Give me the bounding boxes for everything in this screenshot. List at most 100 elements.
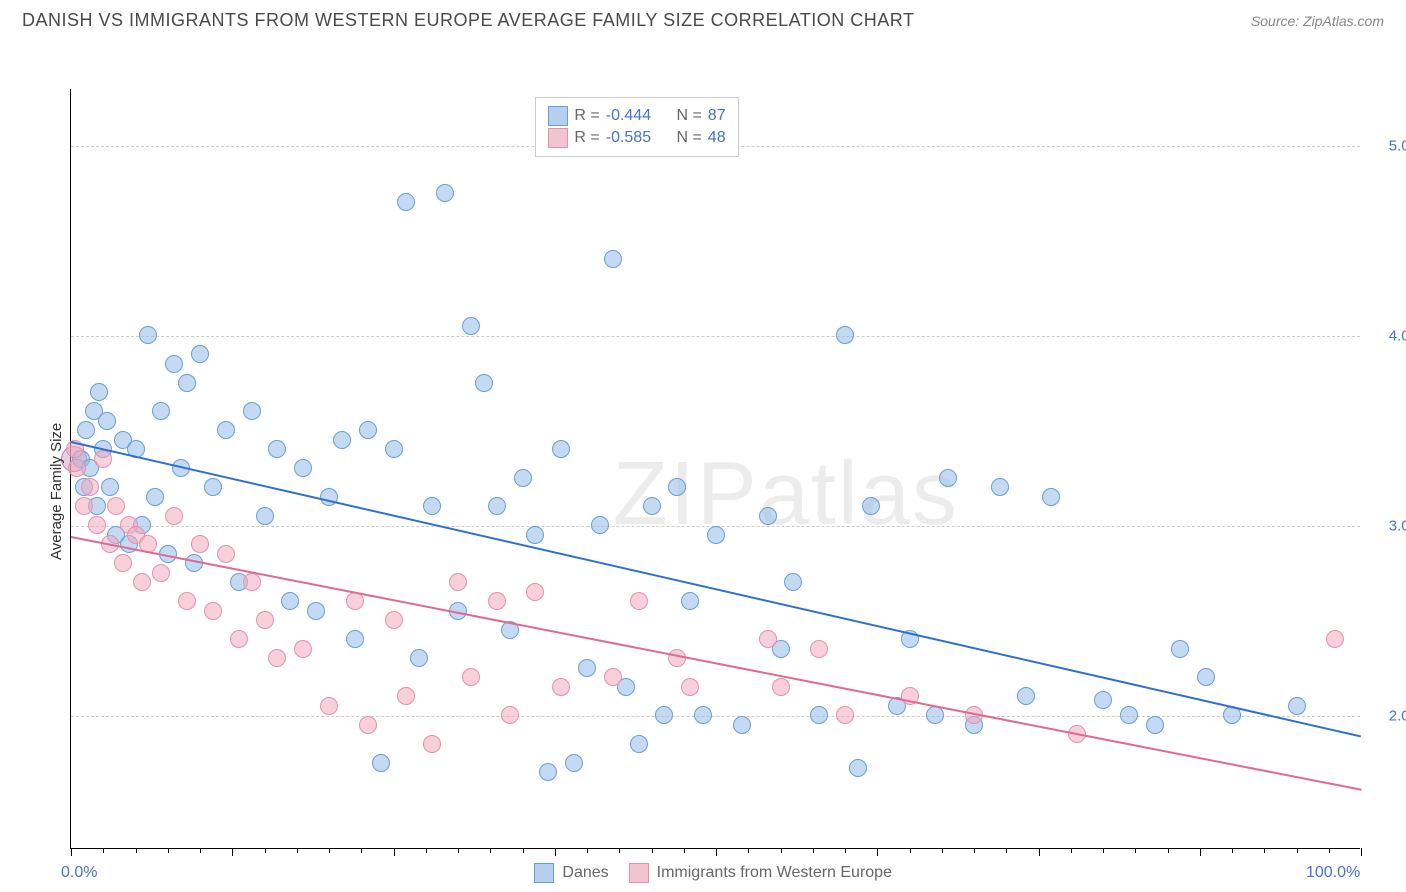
scatter-point xyxy=(1017,687,1035,705)
chart-title: DANISH VS IMMIGRANTS FROM WESTERN EUROPE… xyxy=(22,10,914,31)
y-axis-title: Average Family Size xyxy=(48,423,65,560)
scatter-point xyxy=(630,592,648,610)
scatter-point xyxy=(759,507,777,525)
scatter-point xyxy=(98,412,116,430)
scatter-point xyxy=(733,716,751,734)
x-tick xyxy=(329,848,330,853)
scatter-point xyxy=(759,630,777,648)
x-tick xyxy=(1297,848,1298,853)
scatter-point xyxy=(191,535,209,553)
scatter-point xyxy=(88,516,106,534)
r-value: -0.444 xyxy=(606,107,651,125)
legend-label: Danes xyxy=(562,864,608,882)
n-value: 48 xyxy=(708,129,726,147)
scatter-point xyxy=(488,592,506,610)
scatter-point xyxy=(462,317,480,335)
x-tick xyxy=(974,848,975,853)
scatter-point xyxy=(1042,488,1060,506)
r-value: -0.585 xyxy=(606,129,651,147)
scatter-point xyxy=(139,326,157,344)
scatter-point xyxy=(694,706,712,724)
scatter-point xyxy=(501,706,519,724)
trend-line xyxy=(71,536,1361,791)
x-tick xyxy=(619,848,620,853)
x-tick xyxy=(394,848,395,856)
scatter-point xyxy=(462,668,480,686)
x-tick xyxy=(781,848,782,853)
x-tick xyxy=(587,848,588,853)
x-tick xyxy=(200,848,201,853)
x-tick xyxy=(136,848,137,853)
scatter-point xyxy=(1120,706,1138,724)
scatter-point xyxy=(1197,668,1215,686)
source-prefix: Source: xyxy=(1251,13,1303,29)
x-tick xyxy=(942,848,943,853)
x-tick xyxy=(426,848,427,853)
scatter-point xyxy=(488,497,506,515)
scatter-point xyxy=(359,716,377,734)
scatter-point xyxy=(423,735,441,753)
plot-area: 2.003.004.005.000.0%100.0%ZIPatlasR = -0… xyxy=(70,89,1360,849)
scatter-point xyxy=(1146,716,1164,734)
legend-row: R = -0.585 N = 48 xyxy=(548,128,725,148)
x-tick xyxy=(845,848,846,853)
x-tick xyxy=(71,848,72,856)
scatter-point xyxy=(268,440,286,458)
legend-swatch xyxy=(629,863,649,883)
series-legend: DanesImmigrants from Western Europe xyxy=(534,863,892,883)
scatter-point xyxy=(784,573,802,591)
scatter-point xyxy=(423,497,441,515)
scatter-point xyxy=(107,497,125,515)
x-tick xyxy=(1200,848,1201,856)
scatter-point xyxy=(101,478,119,496)
chart-header: DANISH VS IMMIGRANTS FROM WESTERN EUROPE… xyxy=(0,0,1406,39)
scatter-point xyxy=(268,649,286,667)
scatter-point xyxy=(1326,630,1344,648)
scatter-point xyxy=(165,355,183,373)
scatter-point xyxy=(552,678,570,696)
x-tick xyxy=(684,848,685,853)
r-label: R = xyxy=(574,107,599,125)
x-tick xyxy=(1329,848,1330,853)
scatter-point xyxy=(133,573,151,591)
scatter-point xyxy=(1094,691,1112,709)
x-tick xyxy=(232,848,233,856)
n-value: 87 xyxy=(708,107,726,125)
x-tick xyxy=(103,848,104,853)
gridline xyxy=(71,336,1360,337)
x-tick xyxy=(1135,848,1136,853)
watermark: ZIPatlas xyxy=(613,443,959,546)
x-tick xyxy=(490,848,491,853)
x-tick xyxy=(652,848,653,853)
scatter-point xyxy=(178,374,196,392)
scatter-point xyxy=(565,754,583,772)
scatter-point xyxy=(410,649,428,667)
scatter-point xyxy=(307,602,325,620)
x-tick xyxy=(1006,848,1007,853)
scatter-point xyxy=(68,459,86,477)
scatter-point xyxy=(256,611,274,629)
x-tick xyxy=(1232,848,1233,853)
x-tick xyxy=(1361,848,1362,856)
scatter-point xyxy=(849,759,867,777)
scatter-point xyxy=(320,697,338,715)
x-tick xyxy=(1264,848,1265,853)
x-tick xyxy=(877,848,878,856)
chart-source: Source: ZipAtlas.com xyxy=(1251,13,1384,29)
x-tick xyxy=(555,848,556,856)
legend-swatch xyxy=(548,106,568,126)
x-tick xyxy=(265,848,266,853)
x-tick xyxy=(748,848,749,853)
scatter-point xyxy=(243,573,261,591)
scatter-point xyxy=(217,545,235,563)
r-label: R = xyxy=(574,129,599,147)
source-name: ZipAtlas.com xyxy=(1303,13,1384,29)
scatter-point xyxy=(178,592,196,610)
legend-swatch xyxy=(548,128,568,148)
legend-row: R = -0.444 N = 87 xyxy=(548,106,725,126)
x-tick xyxy=(168,848,169,853)
scatter-point xyxy=(75,497,93,515)
scatter-point xyxy=(243,402,261,420)
n-label: N = xyxy=(676,107,701,125)
scatter-point xyxy=(862,497,880,515)
